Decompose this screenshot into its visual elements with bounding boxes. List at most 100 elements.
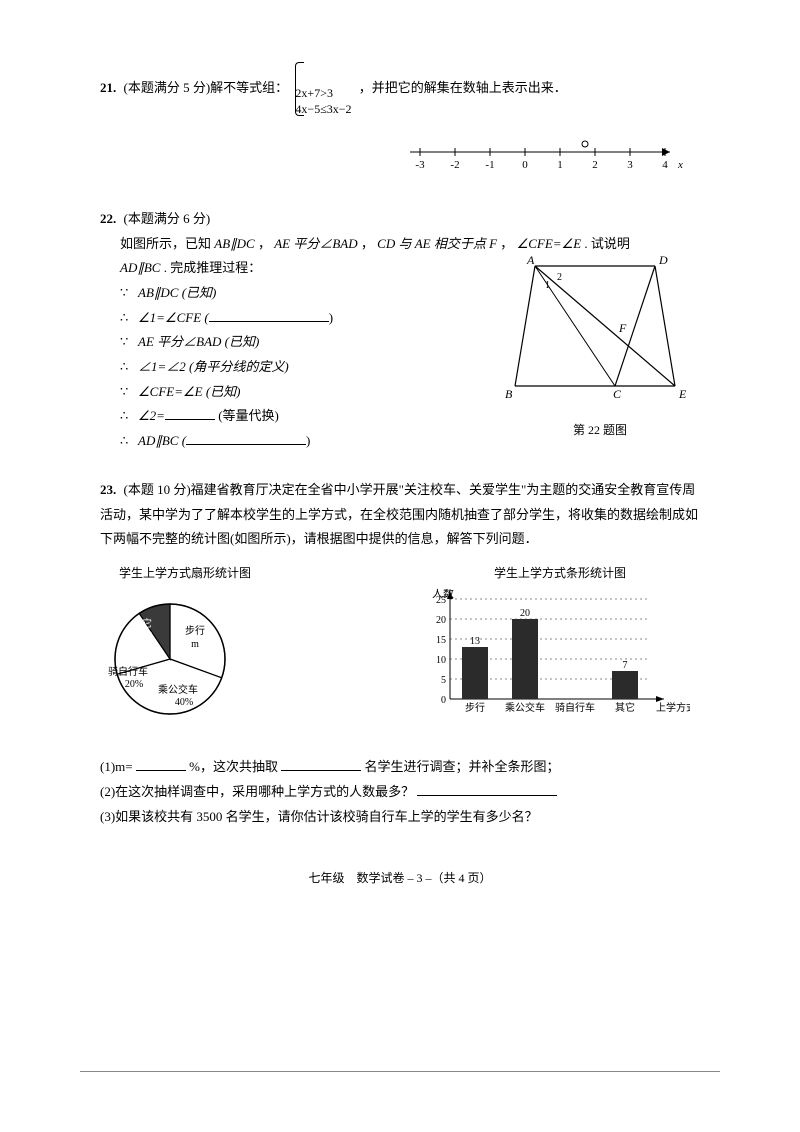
question-22: 22. (本题满分 6 分) 如图所示，已知 AB∥DC ， AE 平分∠BAD…	[100, 207, 700, 454]
q21-number: 21.	[100, 80, 116, 95]
svg-text:40%: 40%	[175, 697, 193, 708]
svg-text:F: F	[618, 321, 627, 335]
svg-text:乘公交车: 乘公交车	[158, 683, 198, 696]
bar-chart-svg: 人数051015202513步行20乘公交车骑自行车7其它上学方式	[420, 589, 690, 739]
pie-chart-svg: 步行m乘公交车40%骑自行车20%其它14%	[100, 589, 250, 739]
sys-line-2: 4x−5≤3x−2	[295, 101, 351, 118]
q22-cdae: CD 与 AE 相交于点 F	[377, 236, 497, 251]
q23-number: 23.	[100, 482, 116, 497]
proof-step: ∴∠2= (等量代换)	[120, 404, 480, 429]
bar-chart-block: 学生上学方式条形统计图 人数051015202513步行20乘公交车骑自行车7其…	[420, 562, 700, 747]
bar-title: 学生上学方式条形统计图	[420, 562, 700, 585]
proof-step: ∴∠1=∠CFE ()	[120, 306, 480, 331]
c1: ，	[258, 236, 271, 251]
pie-title: 学生上学方式扇形统计图	[100, 562, 270, 585]
svg-text:-3: -3	[415, 159, 425, 171]
page-footer: 七年级 数学试卷 – 3 –（共 4 页）	[100, 869, 700, 886]
svg-text:E: E	[678, 387, 687, 401]
svg-text:3: 3	[627, 159, 633, 171]
proof-step: ∵AB∥DC (已知)	[120, 281, 480, 306]
q22-number: 22.	[100, 211, 116, 226]
svg-text:-2: -2	[450, 159, 459, 171]
q23-sub3: (3)如果该校共有 3500 名学生，请你估计该校骑自行车上学的学生有多少名？	[100, 805, 700, 830]
svg-text:14%: 14%	[135, 631, 153, 642]
blank-m[interactable]	[136, 757, 186, 771]
proof-blank[interactable]	[209, 308, 329, 322]
svg-text:2: 2	[557, 272, 562, 283]
q22-points: (本题满分 6 分)	[124, 211, 211, 226]
q22-abdc: AB∥DC	[214, 236, 254, 251]
proof-blank[interactable]	[165, 406, 215, 420]
proof-step: ∴AD∥BC ()	[120, 429, 480, 454]
question-23: 23. (本题 10 分)福建省教育厅决定在全省中小学开展"关注校车、关爱学生"…	[100, 478, 700, 830]
q22-intro-b: . 试说明	[584, 236, 630, 251]
q22-proof: AD∥BC . 完成推理过程： ∵AB∥DC (已知)∴∠1=∠CFE ()∵A…	[100, 256, 480, 454]
question-21: 21. (本题满分 5 分)解不等式组： 2x+7>3 4x−5≤3x−2 ，并…	[100, 60, 700, 183]
svg-text:骑自行车: 骑自行车	[555, 701, 595, 714]
svg-text:其它: 其它	[615, 701, 635, 714]
q22-figure: A D B C E F 12 第 22 题图	[500, 256, 700, 454]
number-line-svg: -3 -2 -1 0 1 2 3 4x	[400, 132, 700, 174]
sub2-text: (2)在这次抽样调查中，采用哪种上学方式的人数最多？	[100, 784, 414, 799]
svg-text:步行: 步行	[185, 624, 205, 637]
svg-text:B: B	[505, 387, 513, 401]
q23-head: 23. (本题 10 分)福建省教育厅决定在全省中小学开展"关注校车、关爱学生"…	[100, 478, 700, 552]
sub1-c: 名学生进行调查；并补全条形图；	[364, 759, 559, 774]
svg-text:1: 1	[557, 159, 563, 171]
svg-text:20: 20	[436, 615, 446, 626]
c2: ，	[361, 236, 374, 251]
figure-caption: 第 22 题图	[500, 419, 700, 442]
q23-points: (本题 10 分)	[124, 482, 191, 497]
q22-adbc: AD∥BC	[120, 260, 160, 275]
svg-text:7: 7	[623, 660, 628, 671]
q23-para: 福建省教育厅决定在全省中小学开展"关注校车、关爱学生"为主题的交通安全教育宣传周…	[100, 482, 698, 546]
svg-text:0: 0	[441, 695, 446, 706]
svg-text:A: A	[526, 256, 535, 267]
svg-text:25: 25	[436, 595, 446, 606]
proof-step: ∵∠CFE=∠E (已知)	[120, 380, 480, 405]
svg-text:13: 13	[470, 636, 480, 647]
proof-step: ∵AE 平分∠BAD (已知)	[120, 330, 480, 355]
sub1-a: (1)m=	[100, 759, 133, 774]
svg-text:10: 10	[436, 655, 446, 666]
q23-sub1: (1)m= %，这次共抽取 名学生进行调查；并补全条形图；	[100, 755, 700, 780]
svg-text:5: 5	[441, 675, 446, 686]
q21-stem: 21. (本题满分 5 分)解不等式组： 2x+7>3 4x−5≤3x−2 ，并…	[100, 60, 700, 118]
q22-intro-c: . 完成推理过程：	[164, 260, 262, 275]
q22-intro: 如图所示，已知 AB∥DC ， AE 平分∠BAD ， CD 与 AE 相交于点…	[120, 232, 700, 257]
c3: ，	[500, 236, 513, 251]
svg-text:上学方式: 上学方式	[656, 701, 690, 714]
q21-text-a: (本题满分 5 分)解不等式组：	[124, 80, 289, 95]
proof-blank[interactable]	[186, 431, 306, 445]
svg-text:x: x	[677, 159, 683, 171]
svg-text:2: 2	[592, 159, 598, 171]
svg-text:-1: -1	[485, 159, 494, 171]
blank-count[interactable]	[281, 757, 361, 771]
svg-text:其它: 其它	[132, 617, 152, 630]
scan-line	[80, 1071, 720, 1072]
svg-text:乘公交车: 乘公交车	[505, 701, 545, 714]
exam-page: 21. (本题满分 5 分)解不等式组： 2x+7>3 4x−5≤3x−2 ，并…	[0, 0, 800, 1132]
geometry-svg: A D B C E F 12	[505, 256, 695, 406]
svg-text:骑自行车: 骑自行车	[108, 665, 148, 678]
q22-cfee: ∠CFE=∠E	[517, 236, 582, 251]
q23-sub2: (2)在这次抽样调查中，采用哪种上学方式的人数最多？	[100, 780, 700, 805]
blank-most[interactable]	[417, 782, 557, 796]
q22-head: 22. (本题满分 6 分)	[100, 207, 700, 232]
svg-text:D: D	[658, 256, 668, 267]
charts-row: 学生上学方式扇形统计图 步行m乘公交车40%骑自行车20%其它14% 学生上学方…	[100, 562, 700, 747]
brace-icon: 2x+7>3 4x−5≤3x−2	[295, 60, 351, 118]
svg-text:4: 4	[662, 159, 668, 171]
proof-step: ∴∠1=∠2 (角平分线的定义)	[120, 355, 480, 380]
number-line-figure: -3 -2 -1 0 1 2 3 4x	[100, 132, 700, 183]
sys-line-1: 2x+7>3	[295, 85, 351, 102]
svg-text:20: 20	[520, 608, 530, 619]
svg-text:C: C	[613, 387, 622, 401]
svg-text:1: 1	[545, 280, 550, 291]
sub1-b: %，这次共抽取	[189, 759, 278, 774]
q22-ae: AE 平分∠BAD	[274, 236, 357, 251]
q22-intro-a: 如图所示，已知	[120, 236, 211, 251]
svg-text:0: 0	[522, 159, 528, 171]
svg-text:步行: 步行	[465, 701, 485, 714]
svg-text:15: 15	[436, 635, 446, 646]
